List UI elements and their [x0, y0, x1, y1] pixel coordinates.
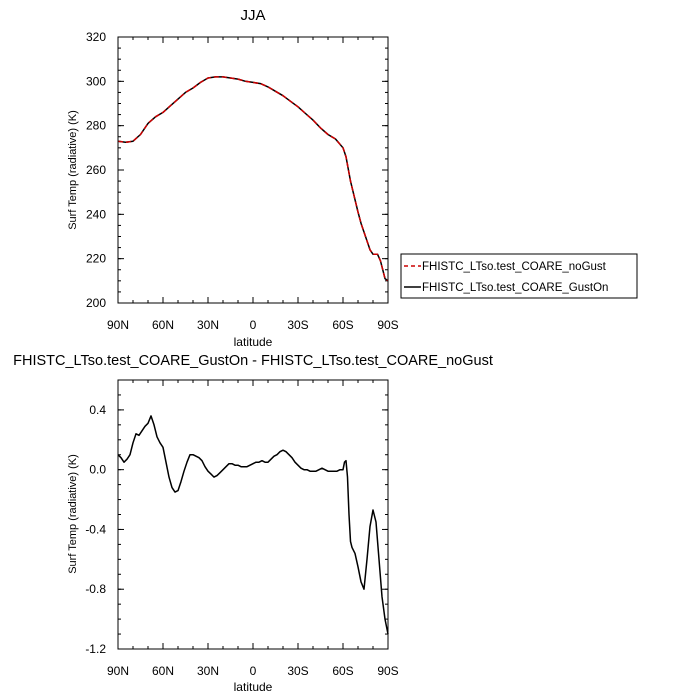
bottom-x-tick-label: 30N	[197, 664, 219, 678]
top-y-tick-label: 200	[86, 296, 106, 310]
bottom-x-axis-label: latitude	[234, 680, 273, 694]
top-y-tick-label: 240	[86, 207, 106, 221]
bottom-x-tick-label: 60N	[152, 664, 174, 678]
bottom-y-tick-label: 0.0	[89, 463, 106, 477]
bottom-x-tick-label: 0	[250, 664, 257, 678]
bottom-y-tick-label: -0.8	[85, 582, 106, 596]
bottom-y-axis-label: Surf Temp (radiative) (K)	[67, 454, 79, 574]
bottom-x-tick-label: 90N	[107, 664, 129, 678]
legend-label-nogust: FHISTC_LTso.test_COARE_noGust	[422, 261, 607, 273]
top-x-tick-label: 60S	[332, 318, 353, 332]
top-x-tick-label: 30N	[197, 318, 219, 332]
top-y-tick-label: 280	[86, 119, 106, 133]
legend: FHISTC_LTso.test_COARE_noGust FHISTC_LTs…	[400, 253, 638, 299]
bottom-plot-frame	[117, 379, 389, 650]
top-x-axis-label: latitude	[234, 335, 273, 349]
bottom-panel: FHISTC_LTso.test_COARE_GustOn - FHISTC_L…	[13, 353, 493, 694]
legend-box	[400, 253, 638, 299]
top-x-tick-label: 90S	[377, 318, 398, 332]
bottom-x-tick-label: 90S	[377, 664, 398, 678]
top-y-tick-label: 260	[86, 163, 106, 177]
top-series-line-1	[117, 76, 389, 282]
top-series-line-0	[117, 76, 389, 282]
top-x-tick-label: 30S	[287, 318, 308, 332]
top-plot-frame	[117, 36, 389, 304]
top-panel: JJA Surf Temp (radiative) (K) latitude 9…	[67, 7, 399, 349]
top-x-tick-label: 90N	[107, 318, 129, 332]
bottom-y-tick-label: 0.4	[89, 403, 106, 417]
top-x-tick-label: 0	[250, 318, 257, 332]
top-x-tick-label: 60N	[152, 318, 174, 332]
bottom-chart-title: FHISTC_LTso.test_COARE_GustOn - FHISTC_L…	[13, 353, 493, 369]
top-chart-title: JJA	[240, 7, 265, 24]
top-y-tick-label: 220	[86, 252, 106, 266]
top-y-tick-label: 320	[86, 30, 106, 44]
bottom-x-tick-label: 60S	[332, 664, 353, 678]
top-y-axis-label: Surf Temp (radiative) (K)	[67, 110, 79, 230]
top-y-tick-label: 300	[86, 74, 106, 88]
bottom-x-tick-label: 30S	[287, 664, 308, 678]
bottom-series-line-0	[117, 415, 389, 635]
bottom-y-tick-label: -0.4	[85, 522, 106, 536]
legend-label-guston: FHISTC_LTso.test_COARE_GustOn	[422, 282, 608, 294]
bottom-y-tick-label: -1.2	[85, 642, 106, 656]
